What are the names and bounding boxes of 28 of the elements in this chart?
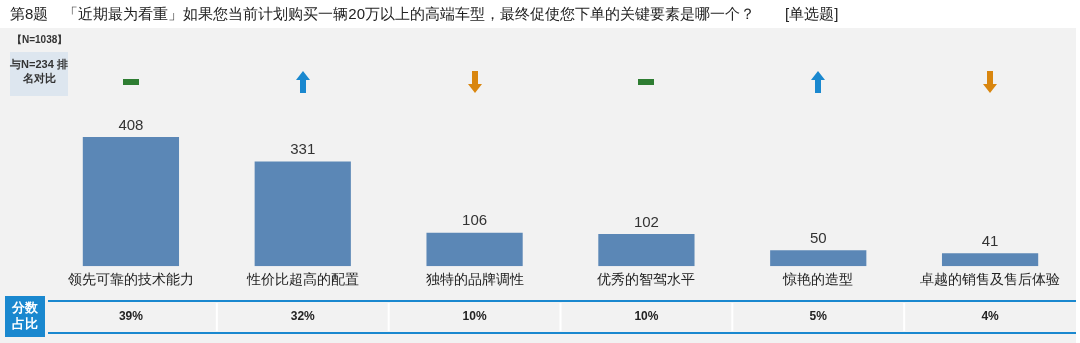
x-tick-label: 独特的品牌调性: [425, 271, 524, 288]
data-label: 102: [633, 212, 659, 230]
data-label: 106: [462, 211, 488, 229]
bar: [426, 232, 523, 267]
x-tick-label: 优秀的智驾水平: [597, 271, 696, 288]
text: 【N=1038】: [12, 33, 68, 47]
bar: [598, 233, 695, 267]
text: 32%: [290, 309, 316, 324]
text: 与N=234 排名对比: [10, 52, 68, 96]
text: 5%: [809, 309, 828, 324]
bar: [254, 161, 351, 267]
text: 10%: [634, 309, 659, 324]
bar: [770, 250, 867, 267]
text: 4%: [981, 309, 1000, 324]
data-label: 331: [290, 140, 316, 158]
chart-title: 第8题 「近期最为看重」如果您当前计划购买一辆20万以上的高端车型，最终促使您下单的关键要素是哪一个？ [单选题]: [10, 5, 839, 24]
x-tick-label: 卓越的销售及售后体验: [920, 271, 1061, 288]
x-tick-label: 领先可靠的技术能力: [67, 271, 194, 288]
bar: [82, 137, 180, 267]
text: 10%: [462, 309, 487, 324]
bar: [941, 253, 1039, 267]
x-tick-label: 性价比超高的配置: [245, 271, 359, 288]
x-tick-label: 惊艳的造型: [782, 271, 854, 288]
data-label: 41: [981, 231, 999, 249]
text: 分数占比: [5, 296, 45, 337]
data-label: 50: [809, 229, 827, 247]
data-label: 408: [118, 115, 144, 133]
text: 39%: [118, 309, 144, 324]
